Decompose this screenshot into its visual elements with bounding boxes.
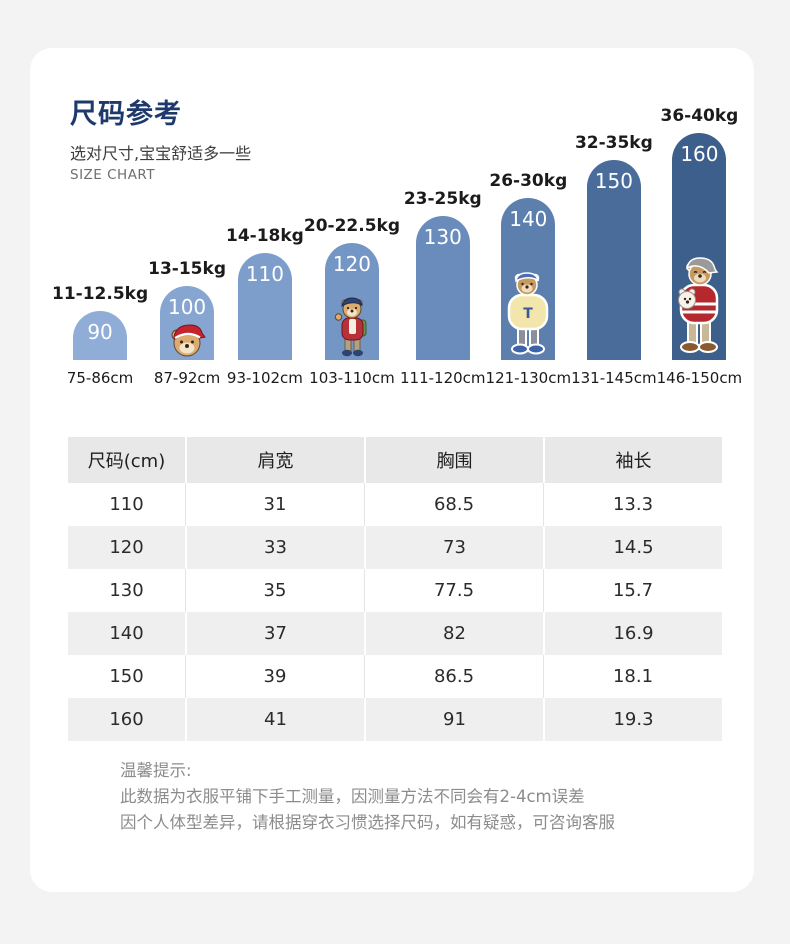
bar-column-160: 36-40kg 160	[657, 88, 743, 388]
cell-sleeve: 19.3	[543, 698, 722, 741]
bar-column-130: 23-25kg 130 111-120cm	[400, 88, 486, 388]
tips-line-2: 因个人体型差异，请根据穿衣习惯选择尺码，如有疑惑，可咨询客服	[120, 813, 615, 832]
size-bar-120: 120	[324, 243, 379, 360]
table-row: 110 31 68.5 13.3	[68, 483, 722, 526]
cell-size: 150	[109, 666, 144, 687]
tips-line-1: 此数据为衣服平铺下手工测量，因测量方法不同会有2-4cm误差	[120, 787, 585, 806]
col-header-sleeve: 袖长	[543, 437, 722, 483]
size-bar-140: 140 T	[501, 198, 556, 360]
bear-teddy-icon	[673, 254, 725, 358]
cell-chest: 86.5	[364, 655, 543, 698]
bear-tshirt-icon: T	[505, 270, 551, 358]
cell-sleeve: 14.5	[543, 526, 722, 569]
weight-label: 32-35kg	[574, 133, 653, 153]
size-bar-chart: 11-12.5kg 90 75-86cm 13-15kg 100	[52, 88, 742, 388]
size-value-label: 150	[594, 169, 633, 193]
bar-column-110: 14-18kg 110 93-102cm	[226, 88, 304, 388]
cell-sleeve: 16.9	[543, 612, 722, 655]
height-range-label: 103-110cm	[309, 369, 395, 387]
weight-label: 26-30kg	[489, 171, 568, 191]
weight-label: 14-18kg	[226, 226, 304, 246]
height-range-label: 111-120cm	[400, 369, 486, 387]
size-value-label: 140	[509, 207, 548, 231]
weight-label: 11-12.5kg	[52, 284, 149, 304]
cell-chest: 68.5	[364, 483, 543, 526]
col-header-size: 尺码(cm)	[68, 437, 185, 483]
size-value-label: 130	[423, 225, 462, 249]
table-row: 140 37 82 16.9	[68, 612, 722, 655]
bar-column-140: 26-30kg 140 T	[486, 88, 572, 388]
page-subtitle-en: SIZE CHART	[70, 167, 156, 183]
size-value-label: 90	[87, 320, 113, 344]
header: 尺码参考 选对尺寸,宝宝舒适多一些 SIZE CHART	[70, 92, 251, 183]
weight-label: 13-15kg	[148, 259, 226, 279]
weight-label: 36-40kg	[660, 106, 739, 126]
cell-sleeve: 18.1	[543, 655, 722, 698]
cell-size: 110	[109, 494, 144, 515]
col-header-chest: 胸围	[364, 437, 543, 483]
cell-size: 130	[109, 580, 144, 601]
warm-tips: 温馨提示: 此数据为衣服平铺下手工测量，因测量方法不同会有2-4cm误差 因个人…	[120, 758, 615, 836]
cell-chest: 73	[364, 526, 543, 569]
height-range-label: 131-145cm	[571, 369, 657, 387]
cell-sleeve: 13.3	[543, 483, 722, 526]
cell-shoulder: 31	[185, 483, 364, 526]
svg-text:T: T	[524, 306, 534, 322]
height-range-label: 121-130cm	[485, 369, 572, 387]
height-range-label: 75-86cm	[66, 369, 134, 387]
size-measurement-table: 尺码(cm) 肩宽 胸围 袖长 110 31 68.5 13.3 120 33 …	[68, 437, 722, 741]
table-row: 150 39 86.5 18.1	[68, 655, 722, 698]
bar-column-90: 11-12.5kg 90 75-86cm	[52, 88, 148, 388]
weight-label: 20-22.5kg	[303, 216, 400, 236]
size-bar-110: 110	[237, 253, 292, 360]
height-range-label: 146-150cm	[656, 369, 743, 387]
cell-chest: 82	[364, 612, 543, 655]
size-bar-90: 90	[73, 311, 128, 360]
bear-head-red-cap-icon	[168, 321, 206, 358]
weight-label: 23-25kg	[403, 189, 482, 209]
bar-column-150: 32-35kg 150 131-145cm	[571, 88, 657, 388]
cell-chest: 77.5	[364, 569, 543, 612]
col-header-shoulder: 肩宽	[185, 437, 364, 483]
cell-chest: 91	[364, 698, 543, 741]
size-value-label: 160	[680, 142, 719, 166]
size-bar-160: 160	[672, 133, 727, 360]
bar-column-100: 13-15kg 100 87-	[148, 88, 226, 388]
cell-size: 160	[109, 709, 144, 730]
table-row: 130 35 77.5 15.7	[68, 569, 722, 612]
size-bar-130: 130	[415, 216, 470, 360]
table-row: 120 33 73 14.5	[68, 526, 722, 569]
cell-sleeve: 15.7	[543, 569, 722, 612]
size-bar-100: 100	[160, 286, 215, 360]
tips-title: 温馨提示:	[120, 761, 192, 780]
size-value-label: 120	[332, 252, 372, 276]
height-range-label: 93-102cm	[226, 369, 303, 387]
cell-shoulder: 37	[185, 612, 364, 655]
bear-backpack-icon	[334, 296, 370, 358]
page-subtitle: 选对尺寸,宝宝舒适多一些	[70, 144, 252, 163]
bar-column-120: 20-22.5kg 120	[304, 88, 400, 388]
size-bar-150: 150	[586, 160, 641, 360]
cell-size: 120	[109, 537, 144, 558]
size-value-label: 100	[167, 295, 207, 319]
cell-shoulder: 39	[185, 655, 364, 698]
cell-size: 140	[109, 623, 144, 644]
height-range-label: 87-92cm	[153, 369, 221, 387]
cell-shoulder: 35	[185, 569, 364, 612]
size-chart-card: 尺码参考 选对尺寸,宝宝舒适多一些 SIZE CHART 11-12.5kg 9…	[30, 48, 754, 892]
size-value-label: 110	[245, 262, 285, 286]
page-title: 尺码参考	[70, 99, 182, 130]
table-header-row: 尺码(cm) 肩宽 胸围 袖长	[68, 437, 722, 483]
table-row: 160 41 91 19.3	[68, 698, 722, 741]
cell-shoulder: 41	[185, 698, 364, 741]
cell-shoulder: 33	[185, 526, 364, 569]
